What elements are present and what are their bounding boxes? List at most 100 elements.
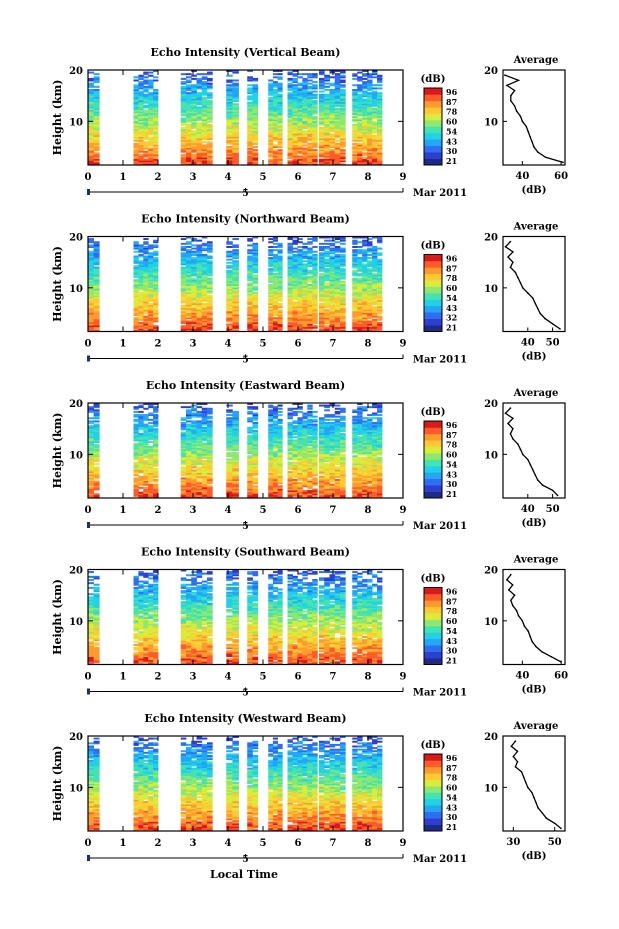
- heatmap-cell: [334, 79, 341, 82]
- heatmap-cell: [186, 415, 192, 418]
- heatmap-cell: [352, 92, 358, 95]
- heatmap-cell: [186, 101, 192, 104]
- heatmap-cell: [88, 93, 94, 96]
- heatmap-cell: [138, 417, 144, 420]
- heatmap-cell: [201, 282, 208, 285]
- heatmap-cell: [143, 318, 149, 321]
- heatmap-cell: [268, 322, 274, 324]
- heatmap-cell: [334, 130, 341, 133]
- heatmap-cell: [377, 238, 383, 241]
- heatmap-cell: [247, 104, 253, 107]
- heatmap-cell: [352, 314, 358, 317]
- heatmap-cell: [277, 310, 283, 313]
- heatmap-cell: [277, 95, 283, 98]
- heatmap-cell: [268, 293, 274, 296]
- colorbar-segment: [424, 260, 442, 268]
- heatmap-cell: [287, 266, 293, 269]
- heatmap-cell: [133, 279, 139, 282]
- heatmap-cell: [93, 322, 100, 324]
- heatmap-cell: [201, 433, 208, 436]
- heatmap-cell: [292, 89, 298, 91]
- heatmap-cell: [334, 128, 341, 131]
- heatmap-cell: [292, 310, 298, 313]
- heatmap-cell: [334, 115, 341, 118]
- heatmap-cell: [138, 439, 144, 442]
- heatmap-cell: [148, 326, 154, 329]
- heatmap-cell: [247, 268, 253, 271]
- heatmap-cell: [186, 455, 192, 458]
- heatmap-cell: [247, 142, 253, 145]
- heatmap-cell: [196, 320, 203, 323]
- heatmap-cell: [153, 150, 159, 153]
- heatmap-cell: [186, 131, 192, 134]
- heatmap-cell: [153, 92, 159, 95]
- heatmap-cell: [207, 437, 213, 440]
- heatmap-cell: [191, 160, 197, 163]
- heatmap-cell: [226, 444, 233, 447]
- heatmap-cell: [201, 452, 208, 455]
- heatmap-cell: [186, 463, 192, 466]
- heatmap-cell: [207, 420, 213, 423]
- heatmap-cell: [93, 428, 100, 431]
- heatmap-cell: [201, 260, 208, 263]
- heatmap-cell: [324, 125, 330, 128]
- heatmap-cell: [252, 317, 259, 320]
- heatmap-cell: [357, 84, 363, 87]
- heatmap-cell: [191, 130, 197, 133]
- heatmap-cell: [287, 279, 293, 282]
- heatmap-cell: [153, 260, 159, 263]
- heatmap-cell: [148, 288, 154, 291]
- heatmap-cell: [307, 296, 313, 299]
- heatmap-cell: [277, 266, 283, 269]
- heatmap-cell: [334, 265, 341, 267]
- heatmap-cell: [138, 426, 144, 429]
- heatmap-cell: [201, 112, 208, 115]
- heatmap-cell: [148, 293, 154, 296]
- heatmap-cell: [272, 268, 278, 271]
- heatmap-cell: [302, 117, 308, 120]
- heatmap-cell: [357, 284, 363, 286]
- heatmap-cell: [292, 303, 298, 305]
- heatmap-cell: [372, 144, 378, 147]
- heatmap-cell: [329, 287, 336, 290]
- heatmap-cell: [340, 326, 346, 329]
- heatmap-cell: [277, 130, 283, 133]
- heatmap-cell: [201, 323, 208, 326]
- heatmap-cell: [312, 119, 318, 122]
- heatmap-cell: [357, 320, 363, 323]
- heatmap-cell: [297, 309, 303, 312]
- heatmap-cell: [307, 328, 313, 331]
- heatmap-cell: [362, 77, 368, 80]
- heatmap-cell: [232, 491, 239, 494]
- heatmap-cell: [196, 139, 203, 142]
- heatmap-cell: [191, 295, 197, 298]
- heatmap-cell: [302, 322, 308, 324]
- heatmap-cell: [272, 291, 278, 294]
- heatmap-cell: [226, 253, 233, 256]
- heatmap-cell: [133, 115, 139, 118]
- heatmap-cell: [372, 90, 378, 93]
- heatmap-cell: [226, 103, 233, 106]
- heatmap-cell: [93, 109, 100, 112]
- heatmap-cell: [226, 418, 233, 421]
- heatmap-cell: [196, 158, 203, 161]
- heatmap-cell: [329, 122, 336, 125]
- heatmap-cell: [324, 260, 330, 263]
- heatmap-cell: [324, 276, 330, 279]
- heatmap-cell: [148, 291, 154, 294]
- heatmap-cell: [133, 117, 139, 120]
- heatmap-cell: [180, 160, 187, 163]
- heatmap-cell: [148, 142, 154, 145]
- heatmap-cell: [191, 146, 197, 148]
- heatmap-cell: [232, 436, 239, 439]
- heatmap-cell: [186, 242, 192, 245]
- heatmap-cell: [226, 480, 233, 483]
- heatmap-cell: [226, 261, 233, 264]
- heatmap-cell: [352, 131, 358, 134]
- heatmap-cell: [133, 296, 139, 299]
- heatmap-cell: [88, 260, 94, 263]
- heatmap-cell: [268, 261, 274, 264]
- heatmap-cell: [226, 141, 233, 144]
- heatmap-cell: [143, 463, 149, 466]
- heatmap-cell: [334, 274, 341, 277]
